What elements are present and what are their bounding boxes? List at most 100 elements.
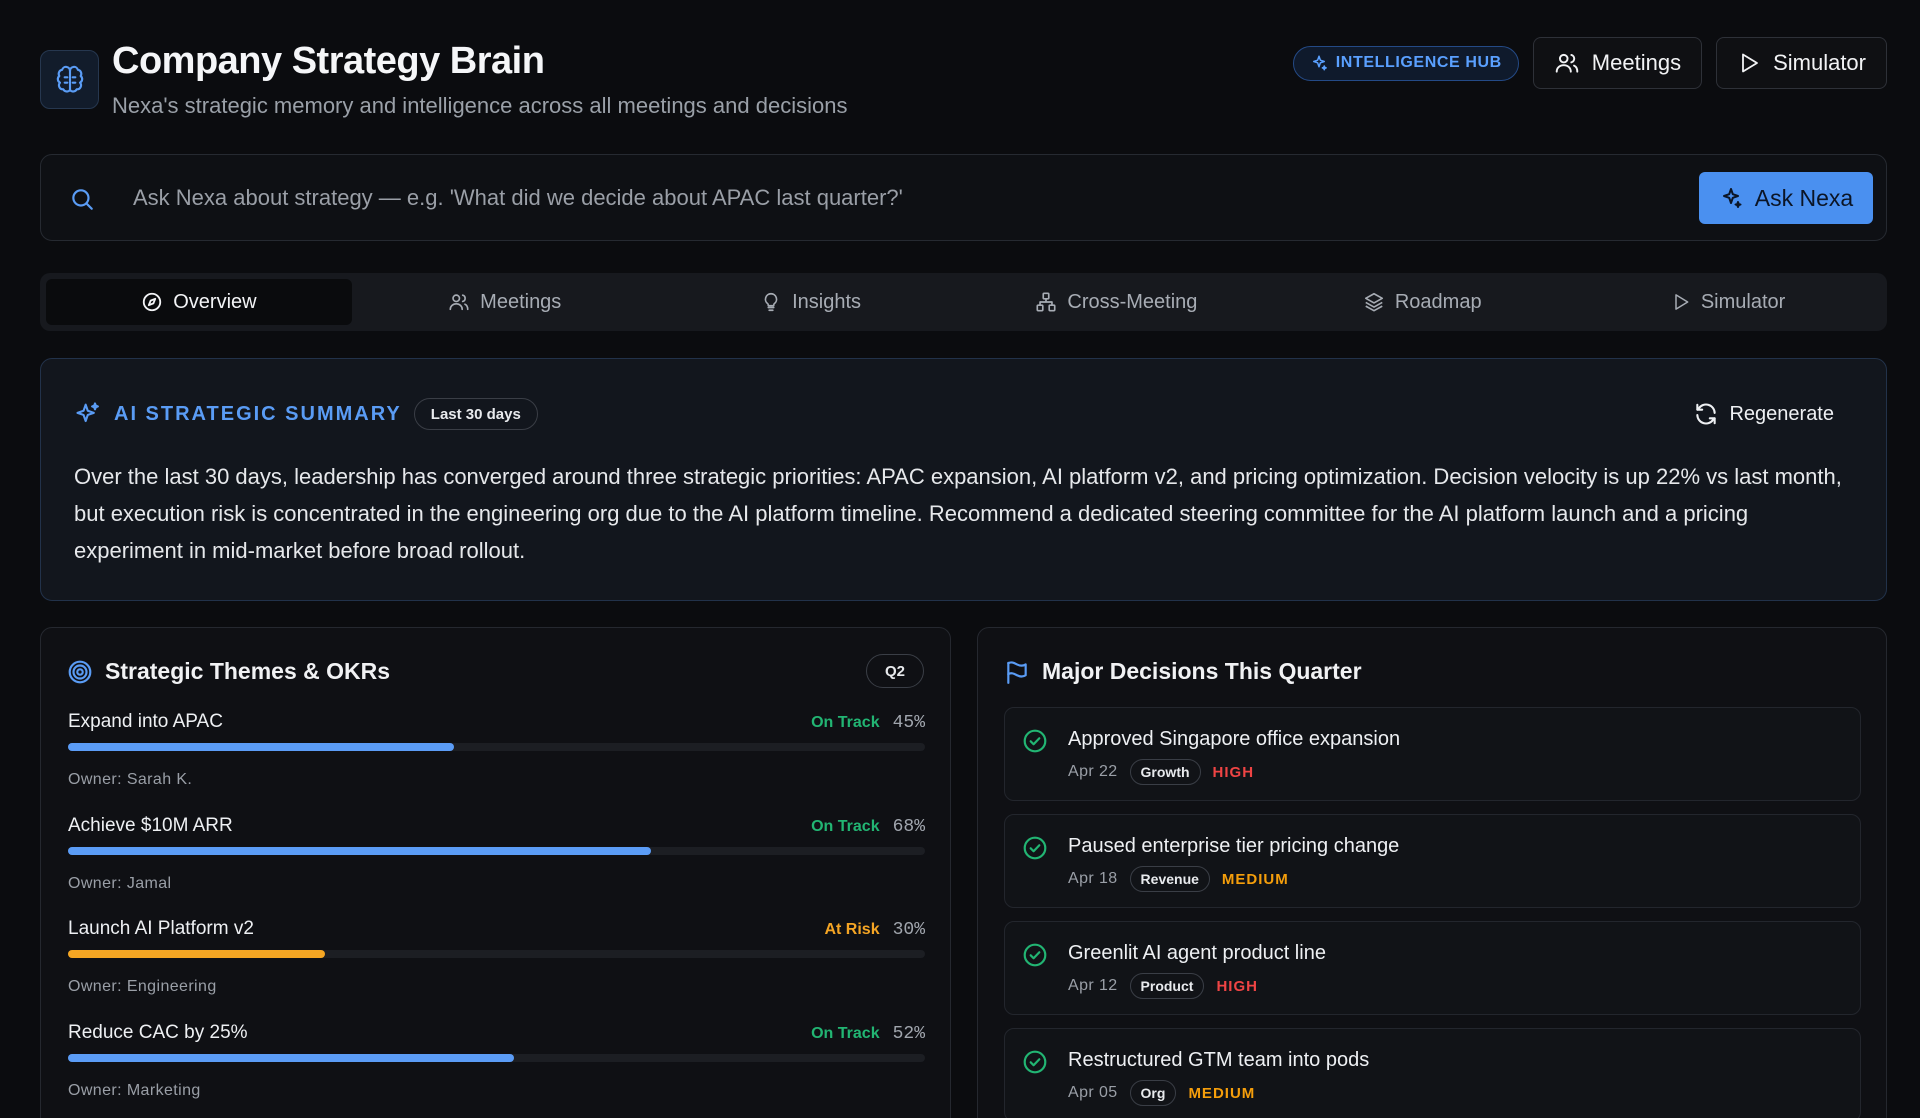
okr-progress-track: [68, 847, 925, 855]
search-input[interactable]: [133, 173, 1713, 223]
simulator-button-label: Simulator: [1773, 50, 1866, 75]
okr-progress-track: [68, 1054, 925, 1062]
okr-status: At Risk: [824, 921, 880, 938]
decision-date: Apr 05: [1068, 1084, 1118, 1101]
search-icon: [72, 189, 93, 210]
tab-cross-meeting[interactable]: Cross-Meeting: [963, 279, 1269, 325]
okr-item: Launch AI Platform v2 At Risk 30% Owner:…: [68, 918, 925, 1008]
tab-label: Insights: [792, 290, 862, 313]
decision-item[interactable]: Restructured GTM team into pods Apr 05 O…: [1004, 1028, 1861, 1118]
decision-title: Paused enterprise tier pricing change: [1068, 835, 1400, 857]
tab-label: Simulator: [1700, 290, 1786, 313]
period-badge: Last 30 days: [413, 398, 538, 430]
check-circle-icon: [1023, 729, 1047, 753]
ask-nexa-label: Ask Nexa: [1754, 184, 1854, 211]
okr-progress-fill: [68, 847, 651, 855]
users-icon: [449, 294, 469, 311]
priority-label: MEDIUM: [1188, 1084, 1256, 1102]
intelligence-hub-badge: INTELLIGENCE HUB: [1292, 45, 1519, 81]
refresh-icon: [1696, 403, 1717, 425]
sparkle-icon: [1722, 188, 1742, 208]
flag-icon: [1007, 660, 1027, 684]
tab-roadmap[interactable]: Roadmap: [1269, 279, 1575, 325]
okr-owner: Owner: Engineering: [68, 978, 217, 995]
okr-percent: 68%: [892, 817, 925, 837]
hub-badge-label: INTELLIGENCE HUB: [1335, 54, 1502, 71]
priority-label: HIGH: [1212, 763, 1255, 781]
okr-name: Expand into APAC: [68, 711, 223, 732]
simulator-button[interactable]: Simulator: [1716, 37, 1887, 89]
priority-label: MEDIUM: [1221, 870, 1289, 888]
sparkle-icon: [1312, 55, 1327, 71]
summary-title: AI STRATEGIC SUMMARY: [114, 402, 402, 425]
okr-item: Achieve $10M ARR On Track 68% Owner: Jam…: [68, 815, 925, 905]
decision-item[interactable]: Approved Singapore office expansion Apr …: [1004, 707, 1861, 801]
tab-label: Overview: [173, 290, 257, 313]
decision-date: Apr 18: [1068, 870, 1118, 887]
page-title: Company Strategy Brain: [112, 40, 545, 82]
decision-tag: Growth: [1129, 759, 1201, 785]
okr-status: On Track: [811, 714, 880, 731]
okr-owner: Owner: Sarah K.: [68, 771, 193, 788]
regenerate-button[interactable]: Regenerate: [1693, 401, 1834, 427]
meetings-button-label: Meetings: [1591, 50, 1682, 75]
compass-icon: [143, 292, 162, 312]
meetings-button[interactable]: Meetings: [1532, 37, 1703, 89]
okr-progress-fill: [68, 950, 326, 958]
brain-icon: [40, 50, 99, 109]
tab-overview[interactable]: Overview: [46, 279, 352, 325]
tab-insights[interactable]: Insights: [658, 279, 964, 325]
decision-tag: Product: [1129, 973, 1205, 999]
okr-status: On Track: [811, 1025, 880, 1042]
okr-progress-fill: [68, 1054, 514, 1062]
target-icon: [68, 660, 92, 683]
okr-item: Reduce CAC by 25% On Track 52% Owner: Ma…: [68, 1022, 925, 1112]
okr-name: Reduce CAC by 25%: [68, 1022, 248, 1043]
strategic-themes-card: Strategic Themes & OKRs Q2 Expand into A…: [40, 627, 951, 1118]
okr-progress-track: [68, 743, 925, 751]
decision-date: Apr 12: [1068, 977, 1118, 994]
tab-meetings[interactable]: Meetings: [352, 279, 658, 325]
ask-nexa-button[interactable]: Ask Nexa: [1699, 172, 1873, 224]
okr-name: Achieve $10M ARR: [68, 815, 233, 836]
okr-owner: Owner: Marketing: [68, 1082, 201, 1099]
tab-bar: Overview Meetings Insights Cross-Meeting…: [40, 273, 1887, 331]
okr-status: On Track: [811, 818, 880, 835]
ask-nexa-bar: Ask Nexa: [40, 154, 1887, 241]
regenerate-label: Regenerate: [1729, 402, 1834, 425]
ai-summary-card: AI STRATEGIC SUMMARY Last 30 days Regene…: [40, 358, 1887, 601]
page-subtitle: Nexa's strategic memory and intelligence…: [112, 93, 848, 118]
decision-title: Greenlit AI agent product line: [1068, 942, 1326, 964]
okr-percent: 30%: [892, 920, 925, 940]
page-header: Company Strategy Brain Nexa's strategic …: [40, 36, 1887, 126]
major-decisions-card: Major Decisions This Quarter Approved Si…: [977, 627, 1887, 1118]
tab-simulator[interactable]: Simulator: [1575, 279, 1881, 325]
themes-title: Strategic Themes & OKRs: [105, 658, 391, 684]
decisions-title: Major Decisions This Quarter: [1042, 658, 1362, 684]
decision-item[interactable]: Greenlit AI agent product line Apr 12 Pr…: [1004, 921, 1861, 1015]
decision-item[interactable]: Paused enterprise tier pricing change Ap…: [1004, 814, 1861, 908]
priority-label: HIGH: [1216, 977, 1258, 995]
tab-label: Cross-Meeting: [1067, 290, 1198, 313]
sparkle-icon: [76, 402, 99, 423]
tab-label: Meetings: [480, 290, 562, 313]
okr-item: Expand into APAC On Track 45% Owner: Sar…: [68, 711, 925, 801]
okr-percent: 45%: [892, 713, 925, 733]
layers-icon: [1364, 292, 1383, 312]
check-circle-icon: [1023, 943, 1047, 967]
decision-date: Apr 22: [1068, 763, 1118, 780]
lightbulb-icon: [764, 292, 778, 312]
okr-progress-fill: [68, 743, 454, 751]
decision-tag: Revenue: [1129, 866, 1210, 892]
okr-progress-track: [68, 950, 925, 958]
play-icon: [1742, 53, 1758, 73]
okr-name: Launch AI Platform v2: [68, 918, 254, 939]
network-icon: [1036, 292, 1056, 312]
tab-label: Roadmap: [1394, 290, 1482, 313]
decision-title: Restructured GTM team into pods: [1068, 1049, 1370, 1071]
okr-owner: Owner: Jamal: [68, 875, 172, 892]
check-circle-icon: [1023, 836, 1047, 860]
users-icon: [1555, 53, 1579, 73]
summary-text: Over the last 30 days, leadership has co…: [74, 464, 1842, 563]
quarter-badge: Q2: [866, 654, 924, 688]
